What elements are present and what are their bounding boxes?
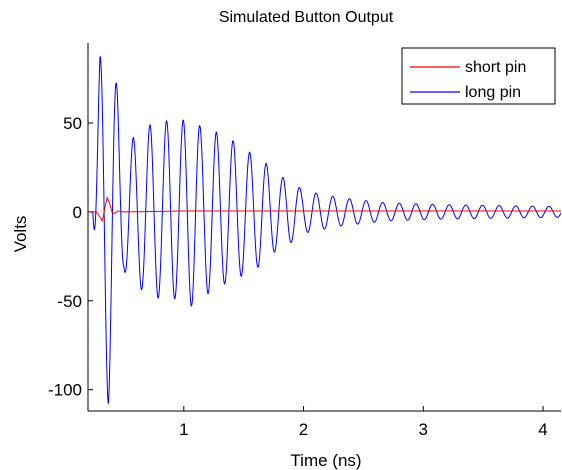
x-tick-label: 4 [538, 420, 547, 439]
y-tick-label: -100 [48, 381, 82, 400]
legend: short pin long pin [401, 47, 556, 105]
x-tick-label: 2 [299, 420, 308, 439]
x-axis-label: Time (ns) [290, 451, 361, 470]
y-axis-label: Volts [11, 216, 30, 253]
x-tick-label: 1 [179, 420, 188, 439]
y-tick-label: 50 [63, 114, 82, 133]
legend-box [401, 47, 556, 105]
y-tick-label: -50 [57, 292, 82, 311]
y-tick-label: 0 [73, 203, 82, 222]
series-short-pin-line [88, 196, 561, 223]
legend-label-short-pin: short pin [465, 59, 526, 76]
x-tick-label: 3 [419, 420, 428, 439]
chart-title: Simulated Button Output [219, 9, 394, 26]
legend-label-long-pin: long pin [465, 84, 521, 101]
plot-area: 1 2 3 4 -100 -50 0 50 [48, 43, 561, 439]
